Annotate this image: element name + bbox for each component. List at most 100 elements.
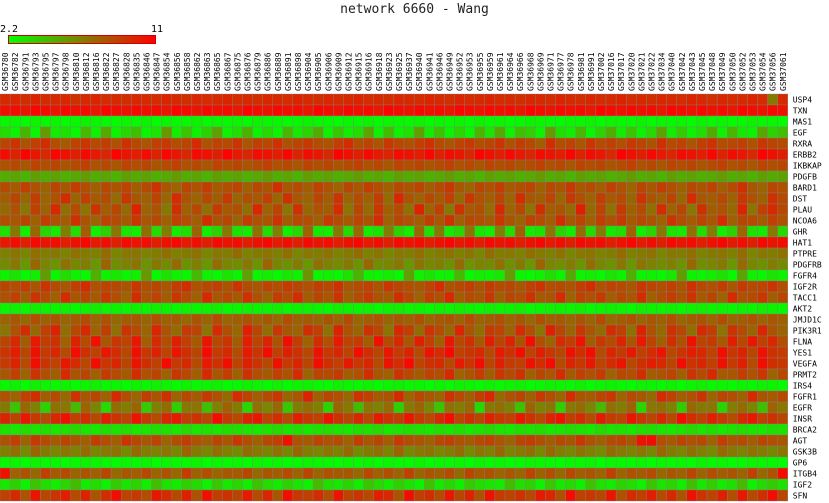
heatmap-cell — [474, 214, 485, 227]
column-label: GSM36968 — [526, 52, 535, 91]
heatmap-cell — [535, 478, 546, 491]
heatmap-cell — [60, 269, 71, 282]
heatmap-cell — [767, 159, 778, 172]
heatmap-cell — [767, 236, 778, 249]
heatmap-cell — [100, 357, 112, 370]
heatmap-cell — [100, 225, 112, 238]
heatmap-cell — [494, 280, 506, 293]
heatmap-cell — [9, 225, 21, 238]
heatmap-cell — [30, 291, 41, 304]
heatmap-cell — [141, 456, 152, 469]
heatmap-cell — [484, 137, 496, 150]
heatmap-cell — [373, 456, 384, 469]
heatmap-cell — [70, 247, 81, 260]
heatmap-cell — [666, 324, 677, 337]
heatmap-cell — [40, 104, 51, 117]
heatmap-cell — [615, 478, 627, 491]
heatmap-cell — [514, 412, 526, 425]
heatmap-cell — [0, 368, 11, 381]
heatmap-cell — [424, 181, 435, 194]
heatmap-cell — [70, 269, 81, 282]
heatmap-cell — [464, 214, 475, 227]
heatmap-cell — [737, 302, 748, 315]
heatmap-cell — [484, 467, 496, 480]
heatmap-cell — [504, 478, 516, 491]
heatmap-cell — [474, 258, 485, 271]
heatmap-cell — [595, 148, 607, 161]
heatmap-cell — [595, 401, 607, 414]
heatmap-cell — [767, 192, 778, 205]
heatmap-cell — [666, 258, 677, 271]
heatmap-cell — [434, 379, 445, 392]
heatmap-cell — [555, 434, 566, 447]
heatmap-cell — [464, 137, 475, 150]
heatmap-cell — [363, 225, 374, 238]
heatmap-cell — [757, 379, 768, 392]
heatmap-cell — [353, 126, 364, 139]
heatmap-cell — [716, 291, 728, 304]
heatmap-cell — [262, 302, 273, 315]
heatmap-cell — [484, 302, 496, 315]
heatmap-cell — [424, 280, 435, 293]
heatmap-cell — [232, 291, 243, 304]
heatmap-cell — [80, 302, 92, 315]
heatmap-cell — [222, 137, 233, 150]
heatmap-cell — [323, 126, 334, 139]
heatmap-cell — [110, 236, 122, 249]
heatmap-cell — [373, 93, 384, 106]
heatmap-cell — [30, 269, 41, 282]
heatmap-cell — [262, 280, 273, 293]
heatmap-cell — [656, 478, 667, 491]
heatmap-cell — [242, 357, 253, 370]
heatmap-cell — [605, 291, 617, 304]
heatmap-cell — [494, 170, 506, 183]
column-label: GSM36782 — [11, 52, 20, 91]
heatmap-cell — [30, 313, 41, 326]
heatmap-cell — [636, 93, 647, 106]
heatmap-cell — [262, 324, 273, 337]
heatmap-cell — [0, 456, 11, 469]
heatmap-cell — [403, 148, 415, 161]
heatmap-cell — [393, 258, 405, 271]
heatmap-cell — [363, 126, 374, 139]
heatmap-cell — [696, 214, 708, 227]
heatmap-cell — [767, 203, 778, 216]
heatmap-cell — [60, 368, 71, 381]
heatmap-cell — [434, 313, 445, 326]
heatmap-cell — [232, 379, 243, 392]
heatmap-cell — [393, 181, 405, 194]
heatmap-cell — [131, 390, 142, 403]
heatmap-cell — [403, 214, 415, 227]
column-label: GSM37022 — [647, 52, 656, 91]
heatmap-cell — [292, 302, 304, 315]
column-label: GSM36835 — [132, 52, 141, 91]
heatmap-cell — [252, 93, 263, 106]
heatmap-cell — [161, 412, 172, 425]
column-label: GSM36847 — [153, 52, 162, 91]
heatmap-cell — [767, 148, 778, 161]
heatmap-cell — [413, 126, 425, 139]
heatmap-cell — [201, 478, 213, 491]
column-label: GSM37042 — [678, 52, 687, 91]
heatmap-cell — [131, 456, 142, 469]
heatmap-cell — [151, 291, 162, 304]
heatmap-cell — [494, 159, 506, 172]
heatmap-cell — [302, 280, 314, 293]
heatmap-cell — [555, 302, 566, 315]
heatmap-cell — [20, 401, 31, 414]
heatmap-cell — [9, 247, 21, 260]
column-label: GSM37053 — [748, 52, 757, 91]
heatmap-cell — [656, 93, 667, 106]
heatmap-cell — [161, 291, 172, 304]
heatmap-cell — [535, 137, 546, 150]
heatmap-cell — [171, 379, 182, 392]
heatmap-cell — [444, 489, 455, 502]
heatmap-cell — [302, 126, 314, 139]
heatmap-cell — [80, 137, 92, 150]
column-label: GSM36879 — [254, 52, 263, 91]
heatmap-cell — [9, 390, 21, 403]
heatmap-cell — [514, 478, 526, 491]
heatmap-cell — [121, 478, 132, 491]
heatmap-cell — [222, 214, 233, 227]
heatmap-cell — [40, 269, 51, 282]
